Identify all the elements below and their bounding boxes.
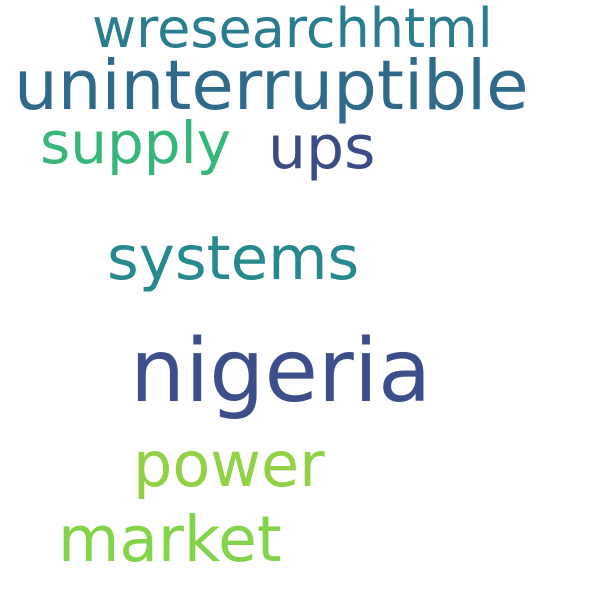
word-ups: ups: [268, 113, 376, 183]
word-nigeria: nigeria: [130, 320, 432, 422]
word-uninterruptible: uninterruptible: [14, 46, 529, 126]
word-wresearchhtml: wresearchhtml: [92, 0, 493, 60]
word-supply: supply: [40, 109, 232, 177]
word-market: market: [58, 503, 282, 576]
word-systems: systems: [107, 223, 360, 294]
word-power: power: [133, 428, 325, 501]
